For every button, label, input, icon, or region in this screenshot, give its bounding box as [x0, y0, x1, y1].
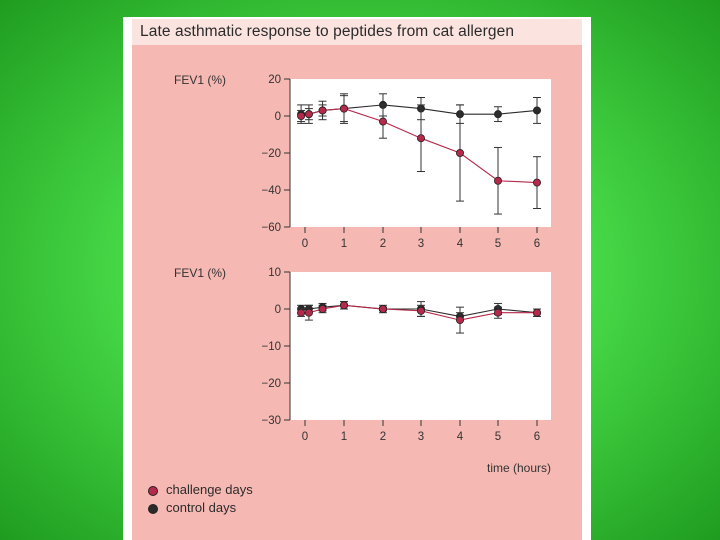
- data-point: [416, 134, 425, 143]
- data-point: [304, 308, 313, 317]
- x-tick-label: 2: [380, 238, 386, 250]
- data-point: [533, 106, 542, 115]
- x-tick-label: 2: [380, 431, 386, 443]
- data-point: [533, 308, 542, 317]
- y-axis-label-1: FEV1 (%): [174, 73, 226, 87]
- y-tick-label: 10: [268, 267, 281, 279]
- x-tick-label: 3: [418, 238, 424, 250]
- figure-title-bar: Late asthmatic response to peptides from…: [132, 19, 582, 45]
- data-point: [339, 301, 348, 310]
- x-tick-label: 4: [457, 238, 464, 250]
- x-tick-label: 6: [534, 238, 540, 250]
- y-tick-label: −20: [261, 148, 281, 160]
- y-tick-label: −30: [261, 415, 281, 427]
- x-tick-label: 0: [302, 238, 308, 250]
- data-point: [378, 304, 387, 313]
- data-point: [455, 316, 464, 325]
- y-tick-label: 20: [268, 74, 281, 86]
- x-tick-label: 4: [457, 431, 464, 443]
- x-tick-label: 1: [341, 238, 347, 250]
- data-point: [318, 106, 327, 115]
- data-point: [493, 110, 502, 119]
- x-tick-label: 6: [534, 431, 540, 443]
- x-tick-label: 5: [495, 431, 501, 443]
- legend-challenge: challenge days: [148, 482, 253, 497]
- plot-area-2: [290, 272, 551, 420]
- x-tick-label: 5: [495, 238, 501, 250]
- data-point: [493, 176, 502, 185]
- legend-challenge-label: challenge days: [166, 482, 253, 497]
- y-tick-label: −20: [261, 378, 281, 390]
- data-point: [493, 308, 502, 317]
- data-point: [304, 110, 313, 119]
- challenge-marker-icon: [148, 485, 158, 496]
- data-point: [339, 104, 348, 113]
- data-point: [455, 148, 464, 157]
- x-tick-label: 1: [341, 431, 347, 443]
- data-point: [378, 117, 387, 126]
- data-point: [533, 178, 542, 187]
- x-axis-label: time (hours): [487, 461, 551, 475]
- data-point: [297, 308, 306, 317]
- legend-control: control days: [148, 500, 236, 515]
- x-tick-label: 0: [302, 431, 308, 443]
- y-tick-label: −40: [261, 185, 281, 197]
- legend-control-label: control days: [166, 500, 237, 515]
- y-axis-label-2: FEV1 (%): [174, 266, 226, 280]
- y-tick-label: −10: [261, 341, 281, 353]
- data-point: [297, 112, 306, 121]
- data-point: [416, 306, 425, 315]
- x-tick-label: 3: [418, 431, 424, 443]
- control-marker-icon: [148, 503, 158, 514]
- y-tick-label: 0: [275, 111, 281, 123]
- data-point: [318, 304, 327, 313]
- figure-title: Late asthmatic response to peptides from…: [140, 23, 515, 40]
- y-tick-label: 0: [275, 304, 281, 316]
- y-tick-label: −60: [261, 222, 281, 234]
